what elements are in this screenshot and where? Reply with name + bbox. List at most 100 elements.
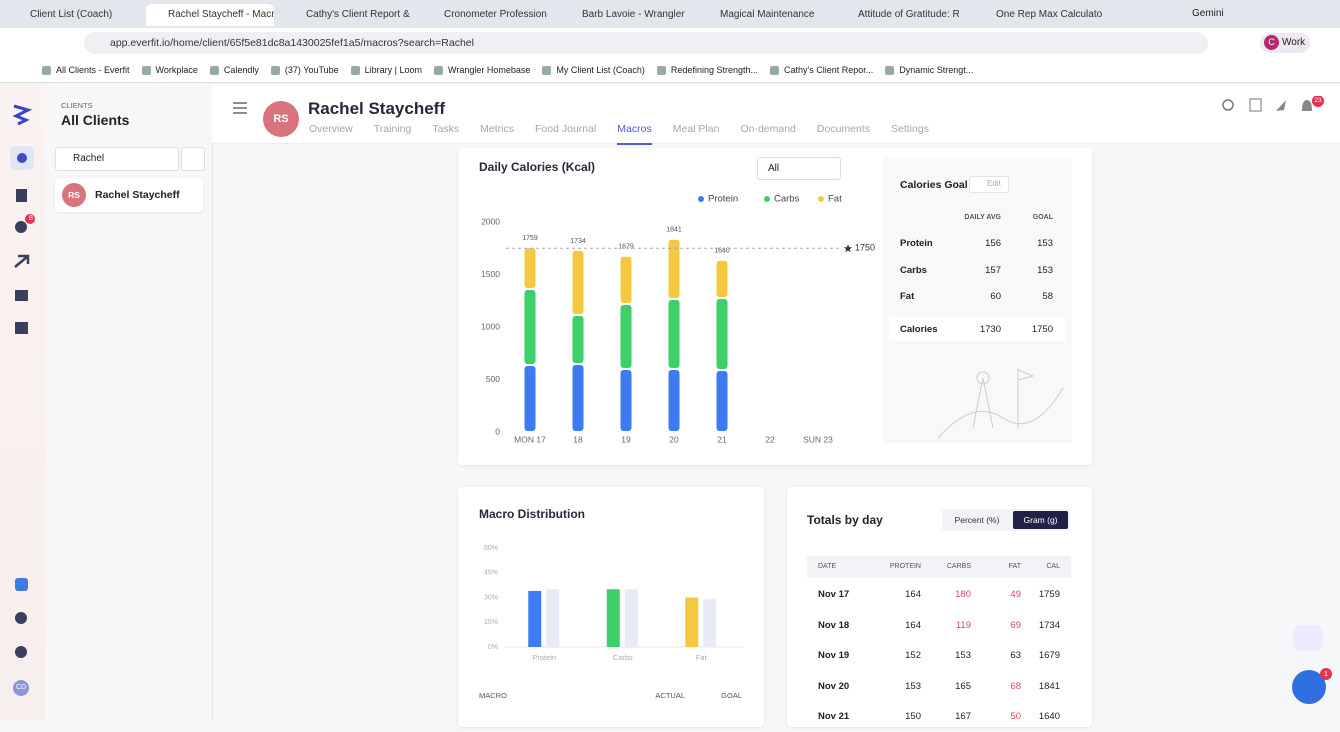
- edit-button[interactable]: [969, 176, 1009, 193]
- total-row: [889, 317, 1065, 341]
- gemini-button: Gemini: [1192, 8, 1224, 19]
- bookmark[interactable]: All Clients - Everfit: [42, 65, 130, 75]
- profile-avatar: C: [1264, 35, 1279, 50]
- bar-segment: [620, 370, 632, 431]
- column-header: GOAL: [1032, 214, 1053, 221]
- bar: [606, 589, 620, 647]
- bar-segment: [572, 250, 584, 315]
- table-cell: FAT: [1008, 563, 1021, 570]
- legend-swatch: [764, 196, 770, 202]
- clients-title: All Clients: [61, 112, 130, 128]
- bar-segment: [668, 239, 680, 298]
- sidebar-icons: [10, 104, 35, 696]
- table-cell: Nov 20: [818, 680, 850, 692]
- toggle-option[interactable]: Gram (g): [1013, 511, 1068, 529]
- legend-swatch: [818, 196, 824, 202]
- nav-tab[interactable]: Tasks: [432, 123, 460, 135]
- bookmark[interactable]: Wrangler Homebase: [434, 65, 530, 75]
- browser-tab[interactable]: Rachel Staycheff - Macr: [146, 4, 274, 26]
- menu-icon[interactable]: [232, 102, 248, 114]
- sort-button[interactable]: [181, 147, 205, 171]
- x-tick-label: Carbs: [613, 653, 633, 662]
- browser-tab[interactable]: Barb Lavoie - Wrangler: [582, 9, 685, 20]
- bar-segment: [524, 366, 536, 431]
- bar: [546, 589, 560, 647]
- bookmark[interactable]: Redefining Strength...: [656, 65, 758, 75]
- nav-tab[interactable]: Training: [373, 123, 412, 135]
- bar-segment: [524, 289, 536, 365]
- bar-segment: [716, 371, 728, 431]
- goal-value: 153: [1037, 264, 1053, 276]
- daily-avg: 60: [990, 291, 1001, 302]
- app-sidebar: 8 CD: [0, 84, 45, 720]
- legend-label: Protein: [708, 194, 738, 205]
- bookmark[interactable]: (37) YouTube: [270, 65, 339, 75]
- table-cell: CARBS: [946, 563, 971, 570]
- x-tick-label: 22: [765, 434, 775, 444]
- bookmark[interactable]: Library | Loom: [350, 65, 422, 75]
- toolbar: app.everfit.io/home/client/65f5e81dc8a14…: [0, 28, 1340, 58]
- toggle-option[interactable]: Percent (%): [954, 515, 1000, 525]
- bookmark[interactable]: Cathy's Client Repor...: [769, 65, 873, 75]
- table-cell: 119: [955, 619, 971, 631]
- browser-tab[interactable]: Cathy's Client Report &: [306, 9, 410, 20]
- browser-tab[interactable]: One Rep Max Calculato: [996, 9, 1102, 20]
- bar: [528, 590, 542, 647]
- assistant-button[interactable]: [1293, 625, 1323, 651]
- chat-badge: 1: [1320, 668, 1332, 680]
- table-cell: 153: [955, 650, 971, 661]
- address-bar[interactable]: [84, 32, 1208, 54]
- nav-tab[interactable]: Documents: [816, 123, 870, 135]
- y-tick-label: 0: [495, 426, 500, 436]
- table-cell: CAL: [1046, 563, 1060, 570]
- nav-tab[interactable]: Metrics: [480, 123, 514, 135]
- y-tick-label: 2000: [481, 216, 500, 226]
- bookmark[interactable]: Workplace: [141, 65, 198, 75]
- table-cell: 165: [955, 680, 971, 692]
- legend-swatch: [698, 196, 704, 202]
- totals-card: Totals by day Percent (%) Gram (g) DATE PRO…: [787, 487, 1092, 727]
- bookmark[interactable]: My Client List (Coach): [542, 65, 645, 75]
- nav-tab[interactable]: On-demand: [740, 123, 796, 135]
- y-tick-label: 30%: [484, 594, 498, 601]
- table-cell: 1640: [1038, 711, 1060, 722]
- search-text: Rachel: [73, 153, 105, 164]
- nav-tab[interactable]: Settings: [891, 123, 929, 135]
- bookmark[interactable]: Dynamic Strengt...: [885, 65, 973, 75]
- y-tick-label: 0%: [488, 644, 498, 651]
- browser-tab[interactable]: Client List (Coach): [30, 9, 113, 20]
- search-box[interactable]: [55, 147, 179, 171]
- nav-tab[interactable]: Macros: [617, 123, 653, 145]
- client-initials: RS: [62, 183, 86, 207]
- bar-segment: [572, 316, 584, 363]
- y-tick-label: 1500: [481, 269, 500, 279]
- calories-goal-panel: Calories Goal Edit DAILY AVG GOAL Protein 1…: [883, 158, 1072, 443]
- row-label: Carbs: [900, 264, 927, 276]
- bookmarks-bar: All Clients - Everfit Workplace Calendly (3…: [0, 58, 1340, 83]
- nav-tab[interactable]: Food Journal: [535, 123, 597, 135]
- goal-label: 1750: [855, 243, 875, 253]
- x-tick-label: MON 17: [514, 434, 546, 444]
- table-cell: 1679: [1038, 650, 1060, 661]
- table-cell: PROTEIN: [889, 563, 921, 570]
- table-cell: 150: [905, 711, 921, 722]
- bar-segment: [668, 299, 680, 368]
- bar-segment: [572, 364, 584, 431]
- browser-tab[interactable]: Magical Maintenance: [720, 9, 815, 20]
- filter-dropdown[interactable]: [757, 157, 841, 180]
- table-cell: 68: [1010, 680, 1021, 692]
- total-label: 1841: [666, 227, 682, 234]
- user-avatar[interactable]: CD: [15, 684, 27, 691]
- header-avatar: RS: [263, 101, 299, 137]
- nav-tab[interactable]: Meal Plan: [672, 123, 720, 135]
- total-label: 1734: [570, 238, 586, 245]
- bar: [685, 597, 699, 647]
- table-cell: 1841: [1038, 680, 1060, 692]
- browser-tab[interactable]: Cronometer Profession: [444, 9, 547, 20]
- bookmark[interactable]: Calendly: [209, 65, 259, 75]
- nav-tab[interactable]: Overview: [309, 123, 353, 135]
- table-cell: Nov 17: [818, 589, 850, 600]
- table-cell: 180: [955, 589, 971, 600]
- browser-tab[interactable]: Attitude of Gratitude: R: [858, 9, 960, 20]
- daily-avg: 157: [985, 264, 1001, 276]
